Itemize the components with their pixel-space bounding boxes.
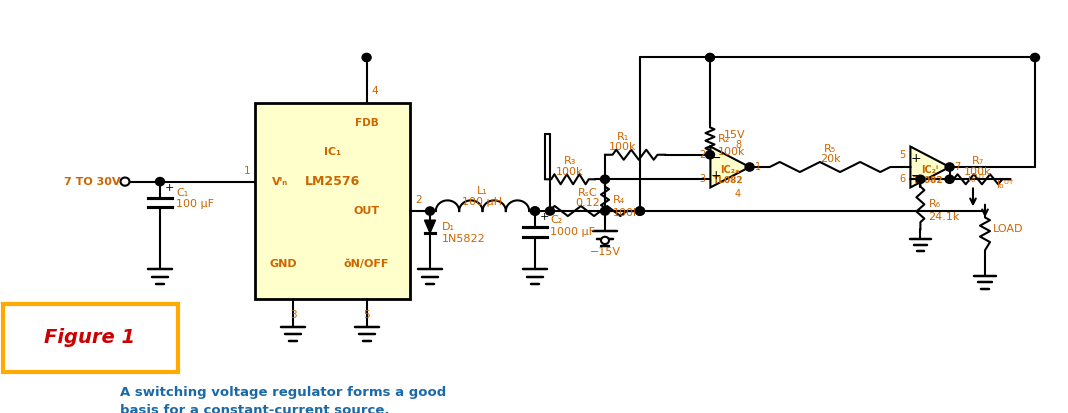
Text: IC₂ₐ: IC₂ₐ	[720, 165, 740, 175]
Text: 3: 3	[289, 310, 296, 320]
Text: C₂: C₂	[550, 215, 562, 225]
Text: 1000 μF: 1000 μF	[550, 227, 595, 237]
Text: 7 TO 30V: 7 TO 30V	[63, 177, 120, 187]
Circle shape	[546, 207, 554, 215]
Text: 100k: 100k	[964, 166, 992, 176]
Text: +: +	[911, 152, 922, 164]
Text: Iₒᵁᵀ: Iₒᵁᵀ	[998, 180, 1015, 190]
Text: 2: 2	[415, 195, 422, 205]
Circle shape	[600, 175, 610, 183]
Circle shape	[945, 175, 954, 183]
Circle shape	[362, 53, 371, 62]
Circle shape	[916, 175, 925, 183]
Text: iₒᵁᵀ: iₒᵁᵀ	[968, 174, 985, 184]
Text: 100k: 100k	[718, 147, 745, 157]
Text: 5: 5	[899, 150, 906, 160]
Circle shape	[706, 151, 714, 159]
Text: +: +	[164, 183, 174, 192]
Circle shape	[531, 207, 539, 215]
Circle shape	[121, 178, 129, 186]
FancyBboxPatch shape	[255, 103, 410, 299]
Text: 24.1k: 24.1k	[928, 212, 960, 222]
Circle shape	[635, 207, 644, 215]
Text: 4: 4	[735, 189, 741, 199]
Circle shape	[600, 207, 610, 215]
Polygon shape	[424, 220, 436, 233]
Text: R₄: R₄	[613, 195, 625, 205]
Text: +: +	[540, 212, 549, 222]
Text: FDB: FDB	[355, 118, 378, 128]
Text: 4: 4	[372, 86, 378, 96]
Polygon shape	[910, 147, 949, 188]
Text: 100k: 100k	[609, 142, 637, 152]
Text: 0.12: 0.12	[576, 198, 600, 208]
Text: −: −	[911, 169, 922, 183]
Text: R₅: R₅	[823, 144, 836, 154]
Text: 8: 8	[735, 140, 741, 150]
Text: 2: 2	[700, 150, 705, 160]
Text: OUT: OUT	[354, 206, 379, 216]
Text: basis for a constant-current source.: basis for a constant-current source.	[120, 404, 390, 413]
Text: 100k: 100k	[556, 166, 584, 176]
Text: 20k: 20k	[819, 154, 841, 164]
Circle shape	[156, 178, 164, 186]
Circle shape	[635, 207, 644, 215]
Text: L₁: L₁	[477, 186, 488, 197]
Text: TL082: TL082	[913, 176, 943, 185]
Text: R₃: R₃	[564, 157, 577, 166]
Text: 100 μH: 100 μH	[462, 197, 503, 207]
Text: ŏN/OFF: ŏN/OFF	[344, 259, 390, 269]
Text: 15V: 15V	[724, 130, 745, 140]
Text: R₂: R₂	[718, 134, 731, 144]
Text: R₇: R₇	[972, 157, 984, 166]
Text: C₁: C₁	[176, 188, 188, 197]
Text: 100k: 100k	[613, 208, 641, 218]
Text: R₁: R₁	[617, 132, 629, 142]
Text: 6: 6	[899, 174, 906, 184]
Text: −15V: −15V	[590, 247, 621, 257]
Text: LM2576: LM2576	[304, 175, 360, 188]
Text: RₛC: RₛC	[578, 188, 597, 198]
Text: Vᴵₙ: Vᴵₙ	[272, 177, 288, 187]
Text: 100 μF: 100 μF	[176, 199, 214, 209]
Text: GND: GND	[269, 259, 297, 269]
Circle shape	[601, 237, 609, 244]
FancyBboxPatch shape	[3, 304, 178, 373]
Circle shape	[745, 163, 754, 171]
Circle shape	[531, 207, 539, 215]
Text: IC₁: IC₁	[324, 147, 341, 157]
Text: Figure 1: Figure 1	[45, 328, 136, 347]
Circle shape	[945, 163, 954, 171]
Text: −: −	[711, 152, 722, 164]
Circle shape	[425, 207, 435, 215]
Text: 1N5822: 1N5822	[442, 234, 486, 244]
Text: TL082: TL082	[712, 176, 743, 185]
Text: 1: 1	[755, 162, 760, 172]
Polygon shape	[710, 147, 750, 188]
Text: LOAD: LOAD	[993, 224, 1023, 234]
Text: 5: 5	[363, 310, 370, 320]
Text: +: +	[711, 169, 722, 183]
Circle shape	[1031, 53, 1039, 62]
Text: 3: 3	[700, 174, 705, 184]
Text: R₆: R₆	[928, 199, 941, 209]
Text: 7: 7	[955, 162, 961, 172]
Text: 1: 1	[244, 166, 250, 176]
Text: IC₂ⁱ: IC₂ⁱ	[922, 165, 939, 175]
Text: D₁: D₁	[442, 221, 455, 232]
Circle shape	[706, 53, 714, 62]
Text: A switching voltage regulator forms a good: A switching voltage regulator forms a go…	[120, 386, 446, 399]
